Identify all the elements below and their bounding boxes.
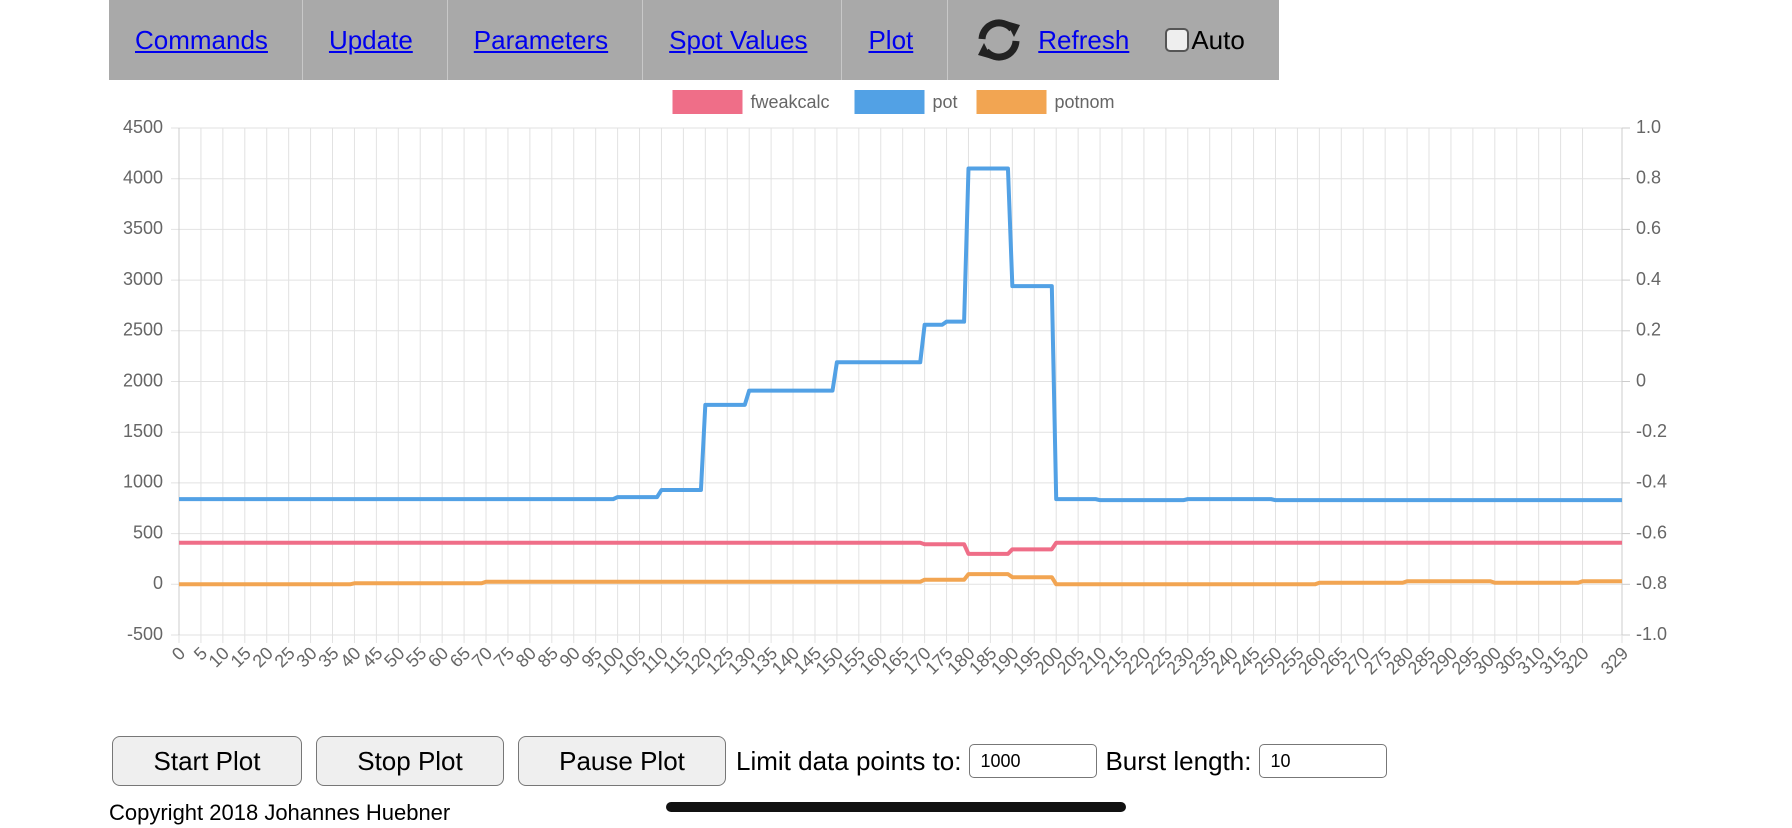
nav-link[interactable]: Spot Values xyxy=(669,24,808,55)
y2-tick-label: 1.0 xyxy=(1636,117,1661,137)
y2-tick-label: 0 xyxy=(1636,370,1646,390)
limit-label: Limit data points to: xyxy=(736,745,962,776)
nav-link[interactable]: Plot xyxy=(868,24,914,55)
scroll-indicator xyxy=(666,802,1126,812)
y2-tick-label: -0.2 xyxy=(1636,421,1667,441)
nav-link[interactable]: Parameters xyxy=(473,24,609,55)
y-tick-label: 0 xyxy=(153,573,163,593)
y-tick-label: 3000 xyxy=(123,269,163,289)
y-tick-label: 4500 xyxy=(123,117,163,137)
series-line xyxy=(179,166,1622,503)
chart: -500050010001500200025003000350040004500… xyxy=(123,90,1667,678)
y-tick-label: 3500 xyxy=(123,218,163,238)
legend-label: pot xyxy=(933,92,958,112)
x-tick-label: 320 xyxy=(1557,643,1592,678)
x-tick-label: 329 xyxy=(1597,643,1632,678)
nav-bar: Commands Update Parameters Spot Values P… xyxy=(109,0,1279,80)
refresh-link[interactable]: Refresh xyxy=(1038,24,1130,55)
series-line xyxy=(179,572,1622,587)
y2-tick-label: -0.4 xyxy=(1636,472,1667,492)
nav-cell: Commands xyxy=(109,0,303,80)
y-tick-label: 2500 xyxy=(123,320,163,340)
y2-tick-label: 0.4 xyxy=(1636,269,1661,289)
y2-tick-label: 0.2 xyxy=(1636,320,1661,340)
y2-tick-label: -0.6 xyxy=(1636,522,1667,542)
legend-label: fweakcalc xyxy=(751,92,830,112)
refresh-icon[interactable] xyxy=(974,17,1024,63)
nav-link[interactable]: Update xyxy=(328,24,413,55)
plot-controls: Start Plot Stop Plot Pause Plot Limit da… xyxy=(112,736,1395,786)
legend-swatch xyxy=(672,90,743,114)
auto-checkbox[interactable] xyxy=(1165,28,1190,52)
auto-toggle: Auto xyxy=(1165,25,1245,56)
x-tick-label: 0 xyxy=(168,643,189,664)
series-line xyxy=(179,540,1622,556)
y-tick-label: -500 xyxy=(127,624,163,644)
y2-tick-label: -0.8 xyxy=(1636,573,1667,593)
burst-label: Burst length: xyxy=(1105,745,1252,776)
stop-button[interactable]: Stop Plot xyxy=(316,736,504,786)
y2-tick-label: 0.8 xyxy=(1636,167,1661,187)
y2-tick-label: -1.0 xyxy=(1636,624,1667,644)
nav-cell: Plot xyxy=(842,0,949,80)
footer: Copyright 2018 Johannes Huebner xyxy=(109,800,451,825)
y-tick-label: 1500 xyxy=(123,421,163,441)
burst-input[interactable]: 10 xyxy=(1259,744,1388,778)
y-tick-label: 2000 xyxy=(123,370,163,390)
limit-input[interactable]: 1000 xyxy=(969,744,1098,778)
pause-button[interactable]: Pause Plot xyxy=(518,736,726,786)
nav-cell: Update xyxy=(303,0,448,80)
start-button[interactable]: Start Plot xyxy=(112,736,302,786)
y-tick-label: 4000 xyxy=(123,167,163,187)
y-tick-label: 500 xyxy=(133,522,163,542)
nav-cell: Refresh Auto xyxy=(948,0,1279,80)
nav-link[interactable]: Commands xyxy=(135,24,268,55)
auto-label: Auto xyxy=(1191,24,1245,55)
legend-label: potnom xyxy=(1055,92,1115,112)
y-tick-label: 1000 xyxy=(123,472,163,492)
nav-cell: Parameters xyxy=(448,0,644,80)
y2-tick-label: 0.6 xyxy=(1636,218,1661,238)
legend-swatch xyxy=(976,90,1047,114)
nav-cell: Spot Values xyxy=(643,0,843,80)
legend-swatch xyxy=(854,90,925,114)
